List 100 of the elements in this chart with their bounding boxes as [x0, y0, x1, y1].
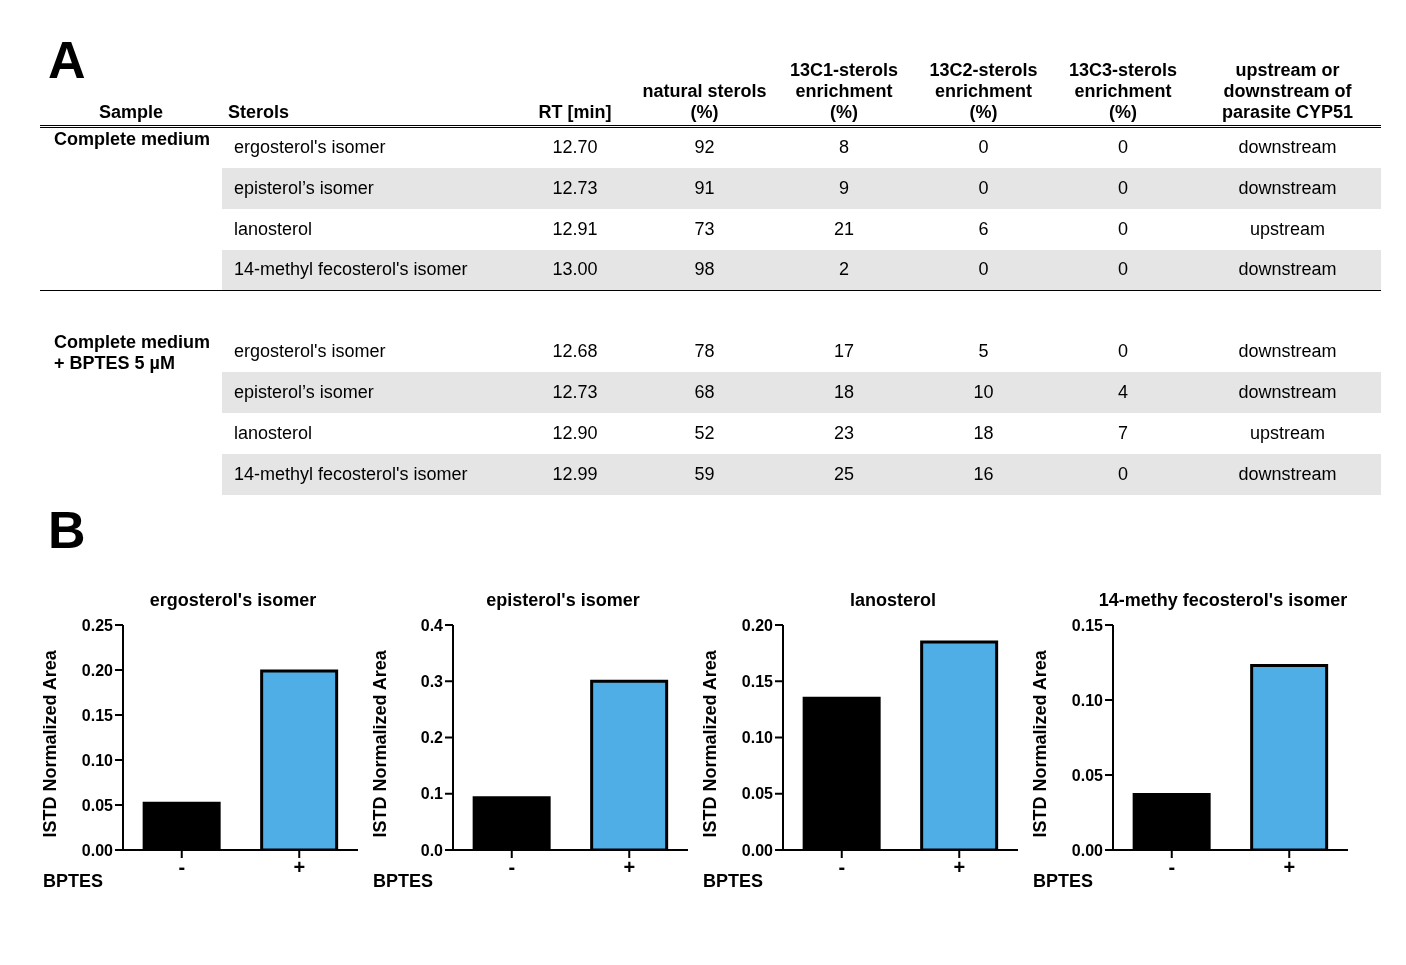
text: 12.91 [551, 217, 599, 241]
text: Sample [98, 102, 164, 122]
y-tick-label: 0.4 [420, 616, 444, 634]
text: downstream [1194, 371, 1381, 413]
text: RT [min] [537, 101, 613, 124]
text: downstream [1237, 339, 1338, 363]
text: lanosterol [233, 421, 314, 445]
text: 8 [838, 136, 850, 160]
text: A [48, 30, 86, 90]
y-axis-title: ISTD Normalized Area [370, 648, 391, 837]
text: downstream [1194, 453, 1381, 495]
text: 12.70 [551, 136, 599, 160]
text: 25 [773, 453, 915, 495]
text: 2 [773, 249, 915, 291]
text: 0 [1052, 249, 1194, 291]
y-axis-title: ISTD Normalized Area [700, 648, 721, 837]
x-tick-label: - [1168, 855, 1176, 878]
text: 12.90 [551, 421, 599, 445]
text: 12.73 [514, 167, 636, 209]
text: downstream [1237, 136, 1338, 160]
y-tick-label: 0.05 [1071, 766, 1104, 784]
y-tick-label: 0.1 [420, 784, 444, 802]
x-axis-title: BPTES [42, 870, 103, 891]
y-tick-label: 0.20 [741, 616, 774, 634]
text: lanosterol [233, 217, 314, 241]
x-tick-label: + [953, 855, 966, 878]
text: B [48, 499, 86, 560]
text: 73 [693, 217, 716, 241]
text: episterol’s isomer [222, 371, 514, 413]
x-axis-title: BPTES [1032, 870, 1093, 891]
text: upstream [1248, 217, 1326, 241]
text: 18 [773, 371, 915, 413]
text: 92 [693, 136, 716, 160]
y-tick-label: 0.10 [81, 751, 114, 769]
text: 0 [915, 167, 1052, 209]
text: 7 [1117, 421, 1129, 445]
x-tick-label: - [838, 855, 846, 878]
text: 91 [636, 167, 773, 209]
text: 12.68 [551, 339, 599, 363]
y-tick-label: 0.25 [81, 616, 114, 634]
y-tick-label: 0.20 [81, 661, 114, 679]
chart-title: lanosterol [849, 589, 937, 611]
text: 13C1-sterols enrichment (%) [788, 59, 900, 124]
text: 21 [833, 217, 855, 241]
x-tick-label: + [293, 855, 306, 878]
y-tick-label: 0.15 [1071, 616, 1104, 634]
text: 98 [636, 249, 773, 291]
text: 4 [1052, 371, 1194, 413]
text: 13C2-sterols enrichment (%) [928, 59, 1039, 124]
y-tick-label: 0.05 [81, 796, 114, 814]
text: 0 [977, 136, 990, 160]
text: 59 [636, 453, 773, 495]
y-tick-label: 0.2 [420, 728, 444, 746]
text: 13.00 [514, 249, 636, 291]
text: 18 [972, 421, 995, 445]
y-tick-label: 0.10 [741, 728, 774, 746]
text: 0 [1117, 339, 1129, 363]
text: upstream or downstream of parasite CYP51 [1220, 59, 1355, 124]
text: 23 [833, 421, 855, 445]
text: 14-methyl fecosterol's isomer [222, 453, 514, 495]
text: Complete medium + BPTES 5 µM [53, 330, 212, 375]
chart-title: ergosterol's isomer [148, 589, 318, 611]
text: 10 [915, 371, 1052, 413]
y-tick-label: 0.15 [81, 706, 114, 724]
y-tick-label: 0.05 [741, 784, 774, 802]
text: episterol’s isomer [222, 167, 514, 209]
text: 14-methyl fecosterol's isomer [222, 249, 514, 291]
chart-title: episterol's isomer [485, 589, 641, 611]
text: 12.73 [514, 371, 636, 413]
y-tick-label: 0.00 [741, 841, 774, 859]
text: 13C3-sterols enrichment (%) [1067, 59, 1179, 124]
y-tick-label: 0.3 [420, 672, 444, 690]
text: 0 [1117, 136, 1129, 160]
y-axis-title: ISTD Normalized Area [40, 648, 61, 837]
y-tick-label: 0.00 [81, 841, 114, 859]
y-tick-label: 0.0 [420, 841, 444, 859]
text: 5 [977, 339, 990, 363]
y-tick-label: 0.15 [741, 672, 774, 690]
text: 17 [833, 339, 855, 363]
x-axis-title: BPTES [702, 870, 763, 891]
text: 12.99 [514, 453, 636, 495]
chart-title: 14-methy fecosterol's isomer [1097, 589, 1349, 611]
text: upstream [1248, 421, 1326, 445]
x-tick-label: - [508, 855, 516, 878]
text: 0 [1117, 217, 1129, 241]
x-axis-title: BPTES [372, 870, 433, 891]
y-tick-label: 0.00 [1071, 841, 1104, 859]
text: 0 [1052, 453, 1194, 495]
x-tick-label: - [178, 855, 186, 878]
x-tick-label: + [623, 855, 636, 878]
y-axis-title: ISTD Normalized Area [1030, 648, 1051, 837]
text: 0 [1052, 167, 1194, 209]
x-tick-label: + [1283, 855, 1296, 878]
text: Complete medium [53, 128, 212, 151]
text: 78 [693, 339, 716, 363]
text: 9 [773, 167, 915, 209]
y-tick-label: 0.10 [1071, 691, 1104, 709]
text: ergosterol's isomer [233, 339, 387, 363]
text: 52 [693, 421, 716, 445]
text: ergosterol's isomer [233, 136, 387, 160]
